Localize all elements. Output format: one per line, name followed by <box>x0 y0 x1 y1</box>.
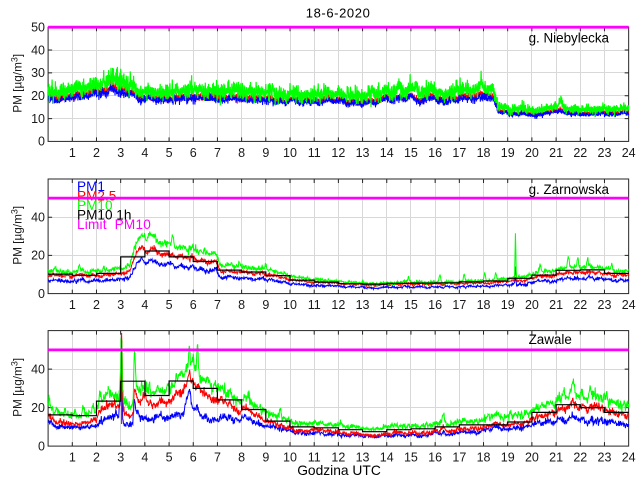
svg-text:2: 2 <box>93 298 100 312</box>
svg-text:18: 18 <box>477 298 491 312</box>
svg-text:22: 22 <box>573 298 587 312</box>
svg-text:13: 13 <box>356 146 370 160</box>
svg-text:11: 11 <box>308 298 321 312</box>
svg-text:4: 4 <box>141 451 148 465</box>
svg-text:24: 24 <box>622 146 636 160</box>
svg-text:23: 23 <box>598 298 612 312</box>
svg-text:14: 14 <box>380 146 394 160</box>
svg-text:40: 40 <box>31 43 45 57</box>
svg-text:PM1: PM1 <box>77 179 105 194</box>
svg-text:50: 50 <box>31 21 45 35</box>
svg-text:Zawale: Zawale <box>529 332 572 347</box>
svg-text:12: 12 <box>331 451 345 465</box>
svg-text:18-6-2020: 18-6-2020 <box>306 5 371 20</box>
svg-text:17: 17 <box>452 451 466 465</box>
svg-text:16: 16 <box>428 146 442 160</box>
svg-text:22: 22 <box>573 146 587 160</box>
svg-text:6: 6 <box>190 451 197 465</box>
svg-text:40: 40 <box>31 211 45 225</box>
svg-text:1: 1 <box>69 298 76 312</box>
svg-text:Limit PM10: Limit PM10 <box>77 217 151 232</box>
svg-text:7: 7 <box>214 451 221 465</box>
svg-text:3: 3 <box>117 146 124 160</box>
svg-text:20: 20 <box>525 298 539 312</box>
svg-text:18: 18 <box>477 146 491 160</box>
svg-text:23: 23 <box>598 451 612 465</box>
svg-text:1: 1 <box>69 146 76 160</box>
svg-text:15: 15 <box>404 451 418 465</box>
svg-text:19: 19 <box>501 298 515 312</box>
svg-text:PM10: PM10 <box>77 198 113 213</box>
svg-text:10: 10 <box>31 112 45 126</box>
svg-text:14: 14 <box>380 451 394 465</box>
svg-text:19: 19 <box>501 146 515 160</box>
svg-text:16: 16 <box>428 451 442 465</box>
svg-text:10: 10 <box>283 146 297 160</box>
svg-text:5: 5 <box>166 298 173 312</box>
svg-text:13: 13 <box>356 298 370 312</box>
svg-text:20: 20 <box>525 451 539 465</box>
svg-text:9: 9 <box>262 451 269 465</box>
svg-text:40: 40 <box>31 362 45 376</box>
svg-text:16: 16 <box>428 298 442 312</box>
svg-text:7: 7 <box>214 146 221 160</box>
svg-text:3: 3 <box>117 298 124 312</box>
svg-text:g. Niebylecka: g. Niebylecka <box>529 30 610 45</box>
svg-text:2: 2 <box>93 451 100 465</box>
svg-text:11: 11 <box>308 146 321 160</box>
svg-text:6: 6 <box>190 298 197 312</box>
svg-text:12: 12 <box>331 146 345 160</box>
svg-text:8: 8 <box>238 146 245 160</box>
svg-text:19: 19 <box>501 451 515 465</box>
svg-text:20: 20 <box>31 89 45 103</box>
svg-text:0: 0 <box>38 287 45 301</box>
svg-text:PM [µg/m3]: PM [µg/m3] <box>9 358 24 417</box>
svg-text:PM [µg/m3]: PM [µg/m3] <box>9 206 24 265</box>
svg-text:13: 13 <box>356 451 370 465</box>
svg-text:10: 10 <box>283 451 297 465</box>
svg-text:PM2.5: PM2.5 <box>77 189 116 204</box>
svg-text:20: 20 <box>31 401 45 415</box>
svg-text:15: 15 <box>404 298 418 312</box>
svg-text:20: 20 <box>31 249 45 263</box>
svg-text:18: 18 <box>477 451 491 465</box>
svg-text:11: 11 <box>308 451 321 465</box>
svg-text:Godzina UTC: Godzina UTC <box>297 463 381 478</box>
svg-text:5: 5 <box>166 146 173 160</box>
svg-text:4: 4 <box>141 146 148 160</box>
svg-text:PM10 1h: PM10 1h <box>77 207 131 222</box>
svg-text:30: 30 <box>31 66 45 80</box>
svg-text:0: 0 <box>38 439 45 453</box>
svg-text:17: 17 <box>452 298 466 312</box>
svg-text:21: 21 <box>549 451 563 465</box>
svg-text:23: 23 <box>598 146 612 160</box>
svg-text:8: 8 <box>238 298 245 312</box>
svg-text:3: 3 <box>117 451 124 465</box>
svg-text:20: 20 <box>525 146 539 160</box>
svg-text:1: 1 <box>69 451 76 465</box>
svg-text:6: 6 <box>190 146 197 160</box>
svg-text:9: 9 <box>262 298 269 312</box>
svg-text:17: 17 <box>452 146 466 160</box>
svg-text:14: 14 <box>380 298 394 312</box>
svg-text:9: 9 <box>262 146 269 160</box>
svg-text:24: 24 <box>622 298 636 312</box>
svg-text:g. Zarnowska: g. Zarnowska <box>529 182 610 197</box>
svg-text:15: 15 <box>404 146 418 160</box>
svg-text:2: 2 <box>93 146 100 160</box>
svg-text:22: 22 <box>573 451 587 465</box>
svg-text:4: 4 <box>141 298 148 312</box>
svg-text:0: 0 <box>38 135 45 149</box>
svg-text:21: 21 <box>549 298 563 312</box>
svg-text:24: 24 <box>622 451 636 465</box>
svg-text:8: 8 <box>238 451 245 465</box>
svg-text:10: 10 <box>283 298 297 312</box>
svg-text:21: 21 <box>549 146 563 160</box>
svg-text:PM [µg/m3]: PM [µg/m3] <box>9 54 24 113</box>
svg-text:7: 7 <box>214 298 221 312</box>
svg-text:12: 12 <box>331 298 345 312</box>
svg-text:5: 5 <box>166 451 173 465</box>
